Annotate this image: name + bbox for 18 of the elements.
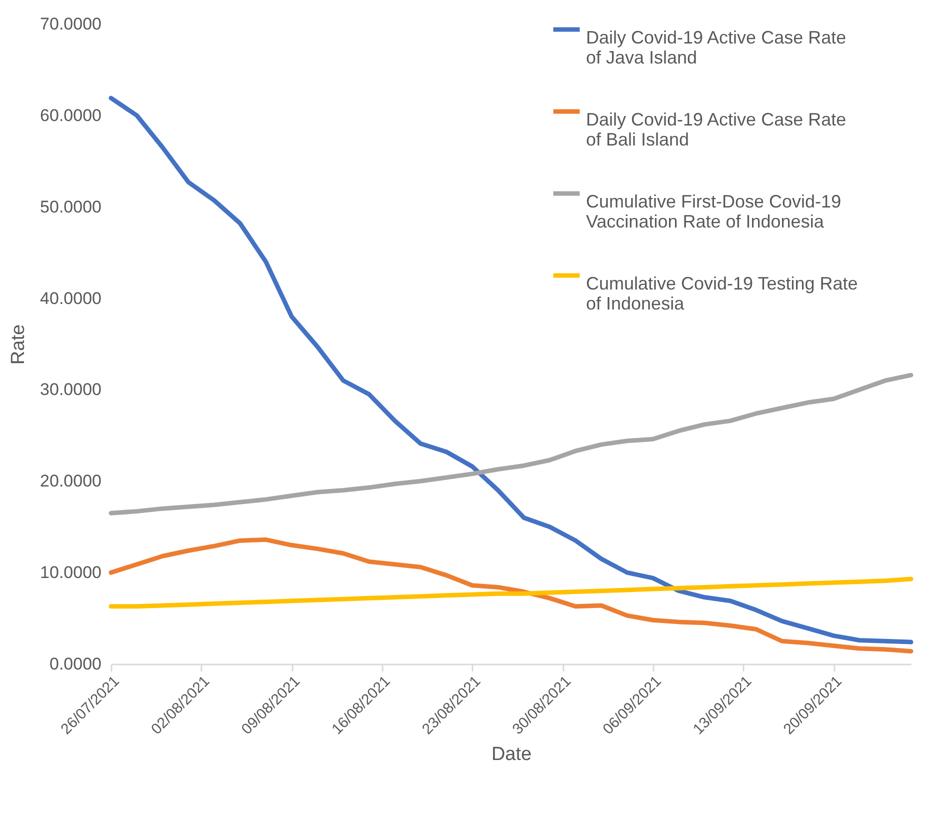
legend-label: Daily Covid-19 Active Case Rate of Bali Island: [586, 110, 846, 150]
y-tick-label: 30.0000: [40, 380, 102, 400]
line-series: [108, 576, 914, 609]
y-tick-label: 70.0000: [40, 14, 102, 34]
legend-label: Cumulative First-Dose Covid-19 Vaccination Rate of Indonesia: [586, 192, 842, 232]
legend-label: Daily Covid-19 Active Case Rate of Java Island: [586, 28, 846, 68]
y-tick-label: 50.0000: [40, 197, 102, 216]
x-axis-title: Date: [491, 744, 532, 766]
y-tick-label: 0.0000: [50, 654, 102, 674]
y-axis-title: Rate: [8, 324, 30, 365]
legend-label: Cumulative Covid-19 Testing Rate of Indonesia: [586, 274, 858, 314]
line-series: [108, 372, 914, 516]
y-tick-label: 20.0000: [40, 472, 102, 491]
line-series: [108, 537, 914, 654]
y-tick-label: 40.0000: [40, 288, 102, 308]
line-series: [108, 96, 914, 644]
y-tick-label: 10.0000: [40, 563, 102, 582]
y-tick-label: 60.0000: [40, 106, 102, 125]
